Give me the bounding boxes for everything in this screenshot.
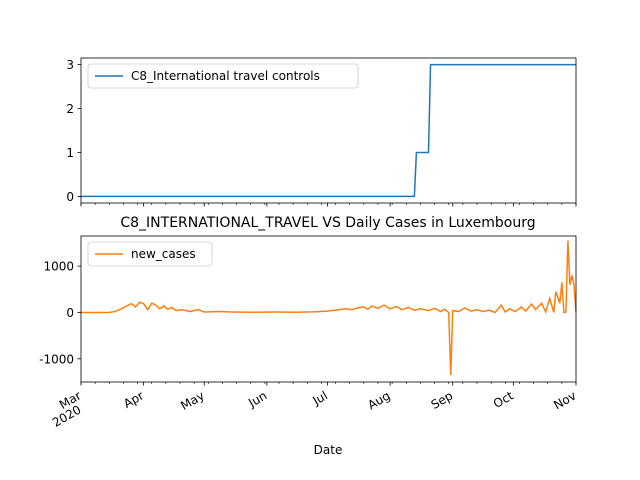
bottom-legend: new_cases bbox=[87, 241, 213, 267]
y-tick-label: 0 bbox=[66, 190, 74, 204]
top-axes-frame bbox=[80, 57, 577, 204]
series-line-new-cases bbox=[81, 240, 577, 376]
y-tick-label: 2 bbox=[66, 102, 74, 116]
bottom-y-ticks: -1000 0 1000 bbox=[39, 260, 81, 366]
x-tick-label: Jul bbox=[310, 388, 330, 408]
y-tick-label: 0 bbox=[66, 306, 74, 320]
bottom-legend-box bbox=[87, 241, 213, 267]
top-legend: C8_International travel controls bbox=[87, 63, 359, 89]
top-y-ticks: 0 1 2 3 bbox=[66, 58, 81, 204]
y-tick-label: 1 bbox=[66, 146, 74, 160]
bottom-legend-label: new_cases bbox=[131, 247, 196, 261]
y-tick-label: -1000 bbox=[39, 352, 74, 366]
x-axis-label: Date bbox=[314, 443, 343, 457]
bottom-chart-title: C8_INTERNATIONAL_TRAVEL VS Daily Cases i… bbox=[120, 215, 535, 231]
top-panel: 0 1 2 3 C8_International travel controls bbox=[66, 57, 577, 207]
series-line-c8-travel-controls bbox=[81, 63, 576, 198]
top-legend-box bbox=[87, 63, 359, 89]
bottom-axes-frame bbox=[80, 235, 577, 383]
top-legend-label: C8_International travel controls bbox=[131, 69, 320, 83]
y-tick-label: 3 bbox=[66, 58, 74, 72]
y-tick-label: 1000 bbox=[43, 260, 74, 274]
bottom-panel: C8_INTERNATIONAL_TRAVEL VS Daily Cases i… bbox=[39, 215, 578, 457]
